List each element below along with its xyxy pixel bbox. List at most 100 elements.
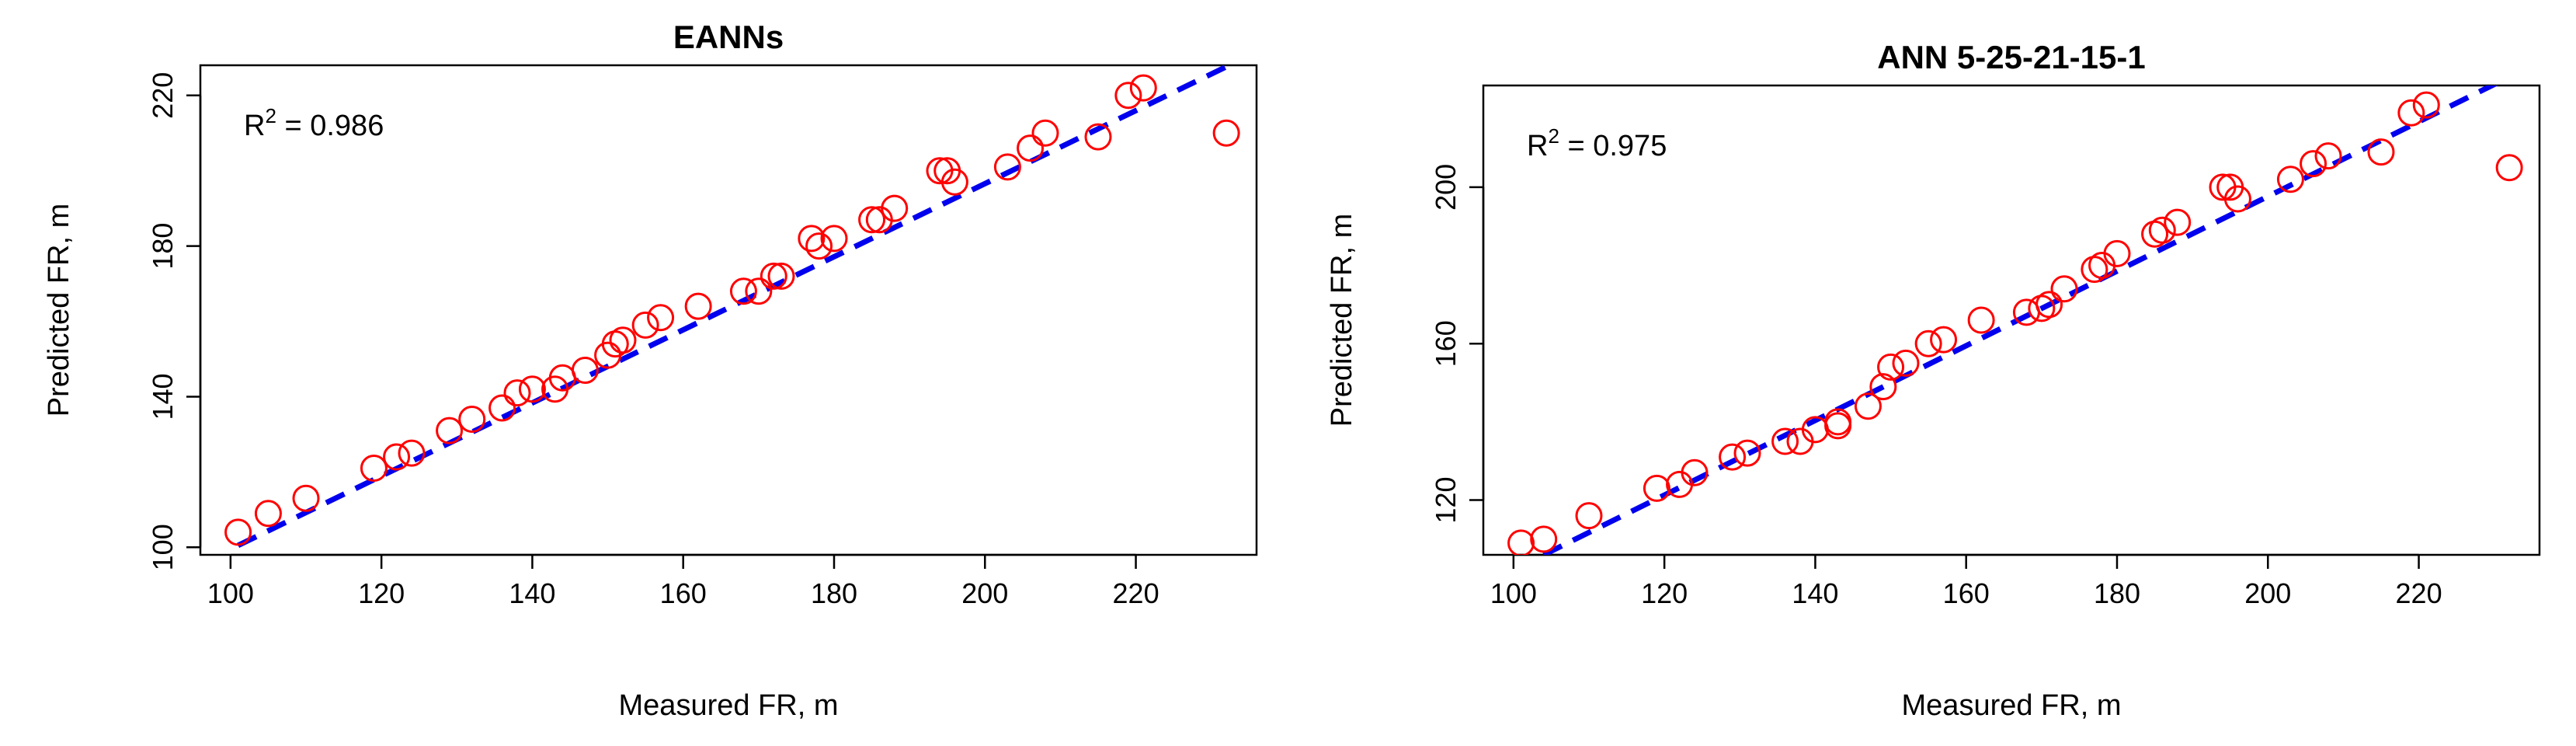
data-point (1643, 474, 1670, 502)
r2-prefix: R (1527, 130, 1548, 162)
data-point (2314, 142, 2342, 170)
plot-area (1507, 85, 2523, 555)
data-point (458, 406, 486, 434)
x-tick-label: 200 (961, 577, 1008, 609)
panel-ann-5-25-21-15-1: ANN 5-25-21-15-1 100 120 140 160 180 200 220 120… (1326, 39, 2541, 722)
data-point (820, 225, 848, 253)
x-tick-label: 180 (2094, 577, 2140, 609)
data-point (571, 357, 599, 385)
data-point (1877, 353, 1905, 381)
data-point (488, 394, 516, 422)
r2-annotation: R2 = 0.986 (244, 104, 384, 142)
data-point (940, 168, 968, 196)
data-point (398, 439, 426, 467)
r2-superscript: 2 (265, 104, 276, 127)
data-point (224, 518, 252, 546)
x-tick-label: 220 (2396, 577, 2442, 609)
data-point (2164, 208, 2192, 236)
x-axis-label: Measured FR, m (619, 689, 839, 722)
data-point (805, 232, 833, 260)
data-point (503, 379, 531, 407)
data-point (518, 375, 546, 403)
y-axis-label: Predicted FR, m (43, 204, 75, 417)
r2-superscript: 2 (1548, 124, 1559, 148)
data-point (1530, 525, 1558, 553)
x-tick-label: 140 (1792, 577, 1838, 609)
data-point (2367, 138, 2395, 166)
y-tick-label: 140 (147, 373, 179, 420)
chart-title: EANNs (673, 19, 784, 55)
data-point (1129, 74, 1157, 102)
data-point (1017, 134, 1045, 162)
data-point (2276, 166, 2304, 193)
data-point (767, 262, 795, 290)
data-point (1031, 119, 1059, 147)
r2-value: = 0.986 (276, 110, 384, 142)
data-point (881, 194, 909, 222)
data-point (1854, 392, 1882, 420)
data-point (2495, 154, 2523, 182)
r2-value: = 0.975 (1559, 130, 1667, 162)
y-tick-label: 220 (147, 72, 179, 119)
x-tick-label: 180 (811, 577, 857, 609)
x-tick-label: 220 (1113, 577, 1159, 609)
y-tick-label: 120 (1430, 476, 1462, 523)
x-tick-label: 100 (207, 577, 254, 609)
y-tick-label: 180 (147, 223, 179, 270)
data-point (993, 153, 1021, 181)
x-tick-label: 100 (1490, 577, 1537, 609)
data-point (609, 326, 637, 354)
data-point (1575, 502, 1603, 530)
r2-annotation: R2 = 0.975 (1527, 124, 1667, 162)
y-axis-label: Predicted FR, m (1326, 214, 1358, 427)
data-point (1869, 373, 1897, 401)
data-point (1114, 82, 1142, 110)
data-point (2050, 275, 2078, 303)
data-point (1733, 439, 1761, 467)
data-point (383, 443, 411, 471)
data-point (2103, 239, 2131, 267)
data-point (1771, 427, 1799, 455)
data-point (1892, 349, 1920, 377)
data-point (1507, 529, 1535, 555)
data-point (1930, 326, 1958, 354)
data-point (2148, 216, 2176, 244)
data-point (254, 500, 282, 528)
x-tick-label: 120 (358, 577, 405, 609)
x-tick-label: 120 (1641, 577, 1688, 609)
fit-line (1542, 85, 2498, 555)
data-point (1681, 458, 1709, 486)
data-point (2300, 150, 2327, 178)
data-point (292, 484, 320, 512)
fit-line (237, 65, 1236, 549)
x-axis-label: Measured FR, m (1902, 689, 2122, 722)
data-point (631, 311, 659, 339)
data-point (1212, 119, 1240, 147)
data-point (2412, 91, 2440, 119)
chart-title: ANN 5-25-21-15-1 (1877, 39, 2145, 75)
x-tick-label: 140 (509, 577, 555, 609)
data-point (2035, 291, 2063, 319)
y-tick-label: 200 (1430, 164, 1462, 211)
data-point (798, 225, 826, 253)
data-point (2223, 185, 2251, 213)
data-point (1719, 443, 1747, 471)
data-point (360, 455, 388, 483)
data-point (2397, 99, 2425, 127)
data-point (1914, 329, 1942, 357)
data-point (1084, 123, 1112, 151)
x-tick-label: 160 (1943, 577, 1990, 609)
data-point (858, 206, 886, 234)
x-tick-label: 200 (2244, 577, 2291, 609)
r2-prefix: R (244, 110, 265, 142)
plot-area (224, 65, 1240, 549)
data-point (745, 277, 773, 305)
panel-eanns: EANNs 100 120 140 160 180 200 220 100 140 180 220 Me… (43, 19, 1258, 722)
y-tick-label: 100 (147, 524, 179, 570)
data-point (1967, 306, 1995, 334)
y-tick-label: 160 (1430, 320, 1462, 367)
data-point (684, 292, 712, 320)
data-point (760, 262, 787, 290)
